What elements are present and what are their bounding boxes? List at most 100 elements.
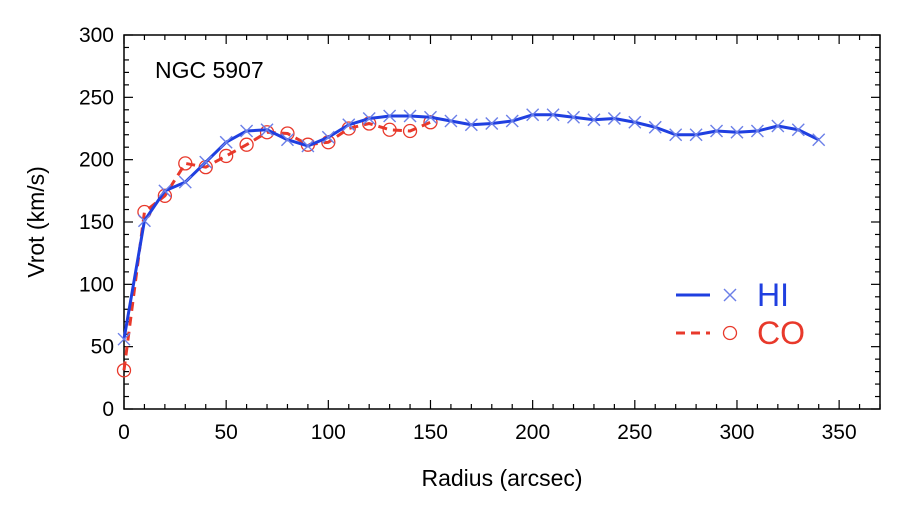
marker-stroke [546,108,560,122]
data-point-hi [750,124,764,138]
x-tick-label: 300 [719,421,754,444]
plot-frame [123,34,881,410]
legend-label: HI [757,277,789,313]
marker-stroke [567,110,581,124]
x-tick-label: 100 [311,421,346,444]
data-point-hi [342,118,356,132]
data-point-hi [567,110,581,124]
marker-stroke [342,118,356,132]
data-point-hi [669,128,683,142]
data-point-hi [587,113,601,127]
series-hi [117,108,826,346]
legend-entry-hi: HI [676,277,789,313]
series-line-co [122,120,432,371]
marker-stroke [321,130,335,144]
data-point-co [239,137,254,152]
marker-stroke [723,288,737,302]
data-point-hi [137,214,151,228]
data-point-hi [689,128,703,142]
x-tick-label: 50 [214,421,237,444]
data-point-hi [117,332,131,346]
data-point-hi [301,139,315,153]
data-point-co [362,116,377,131]
y-tick-label: 250 [79,86,114,109]
data-point-hi [178,175,192,189]
marker-stroke [648,120,662,134]
marker-stroke [444,114,458,128]
data-point-hi [199,155,213,169]
data-point-hi [260,123,274,137]
series-group [116,108,826,378]
marker-stroke [158,184,172,198]
data-point-hi [648,120,662,134]
y-axis-title: Vrot (km/s) [23,166,49,278]
data-point-hi [485,117,499,131]
data-point-hi [383,109,397,123]
marker-stroke [260,123,274,137]
y-tick-label: 0 [102,398,114,421]
marker-stroke [669,128,683,142]
y-tick-label: 150 [79,211,114,234]
data-point-hi [240,124,254,138]
x-axis-title: Radius (arcsec) [421,465,582,491]
marker-stroke [240,124,254,138]
y-tick-label: 300 [79,24,114,47]
data-point-co [178,156,193,171]
data-point-hi [444,114,458,128]
data-point-hi [362,112,376,126]
data-point-co [219,148,234,164]
data-point-hi [628,115,642,129]
data-point-hi [730,125,744,139]
data-point-hi [812,133,826,147]
y-tick-label: 200 [79,149,114,172]
data-point-co [423,115,438,130]
marker-stroke [137,214,151,228]
marker-stroke [730,125,744,139]
marker-stroke [526,108,540,122]
marker-stroke [117,332,131,346]
data-point-hi [464,118,478,132]
marker-stroke [689,128,703,142]
data-point-hi [771,119,785,133]
axes-frame-group: 0 50 100 150 200 250 300 350 0 50 100 150 200 250 300 [79,24,881,444]
marker-stroke [628,115,642,129]
x-tick-label: 200 [515,421,550,444]
marker-stroke [219,135,233,149]
marker-stroke [423,110,437,124]
galaxy-annotation: NGC 5907 [155,57,264,83]
marker-stroke [485,117,499,131]
data-point-hi [607,112,621,126]
marker-stroke [791,123,805,137]
marker-stroke [403,109,417,123]
data-point-hi [219,135,233,149]
marker-stroke [750,124,764,138]
marker-stroke [771,119,785,133]
series-co [116,115,438,378]
data-point-co [116,363,132,378]
data-point-hi [321,130,335,144]
series-line-hi [122,113,820,340]
data-point-co [382,122,397,137]
marker-stroke [464,118,478,132]
y-tick-label: 50 [91,336,114,359]
data-point-hi [280,133,294,147]
data-point-co [402,123,418,139]
marker-stroke [199,155,213,169]
marker-stroke [301,139,315,153]
marker-stroke [812,133,826,147]
legend-entry-co: CO [676,315,805,351]
data-point-hi [158,184,172,198]
marker-stroke [280,133,294,147]
data-point-hi [423,110,437,124]
marker-stroke [607,112,621,126]
legend-label: CO [757,315,805,351]
data-point-hi [546,108,560,122]
x-tick-label: 350 [822,421,857,444]
marker-stroke [383,109,397,123]
data-point-hi [710,124,724,138]
x-tick-label: 0 [118,421,130,444]
data-point-hi [526,108,540,122]
marker-stroke [505,114,519,128]
